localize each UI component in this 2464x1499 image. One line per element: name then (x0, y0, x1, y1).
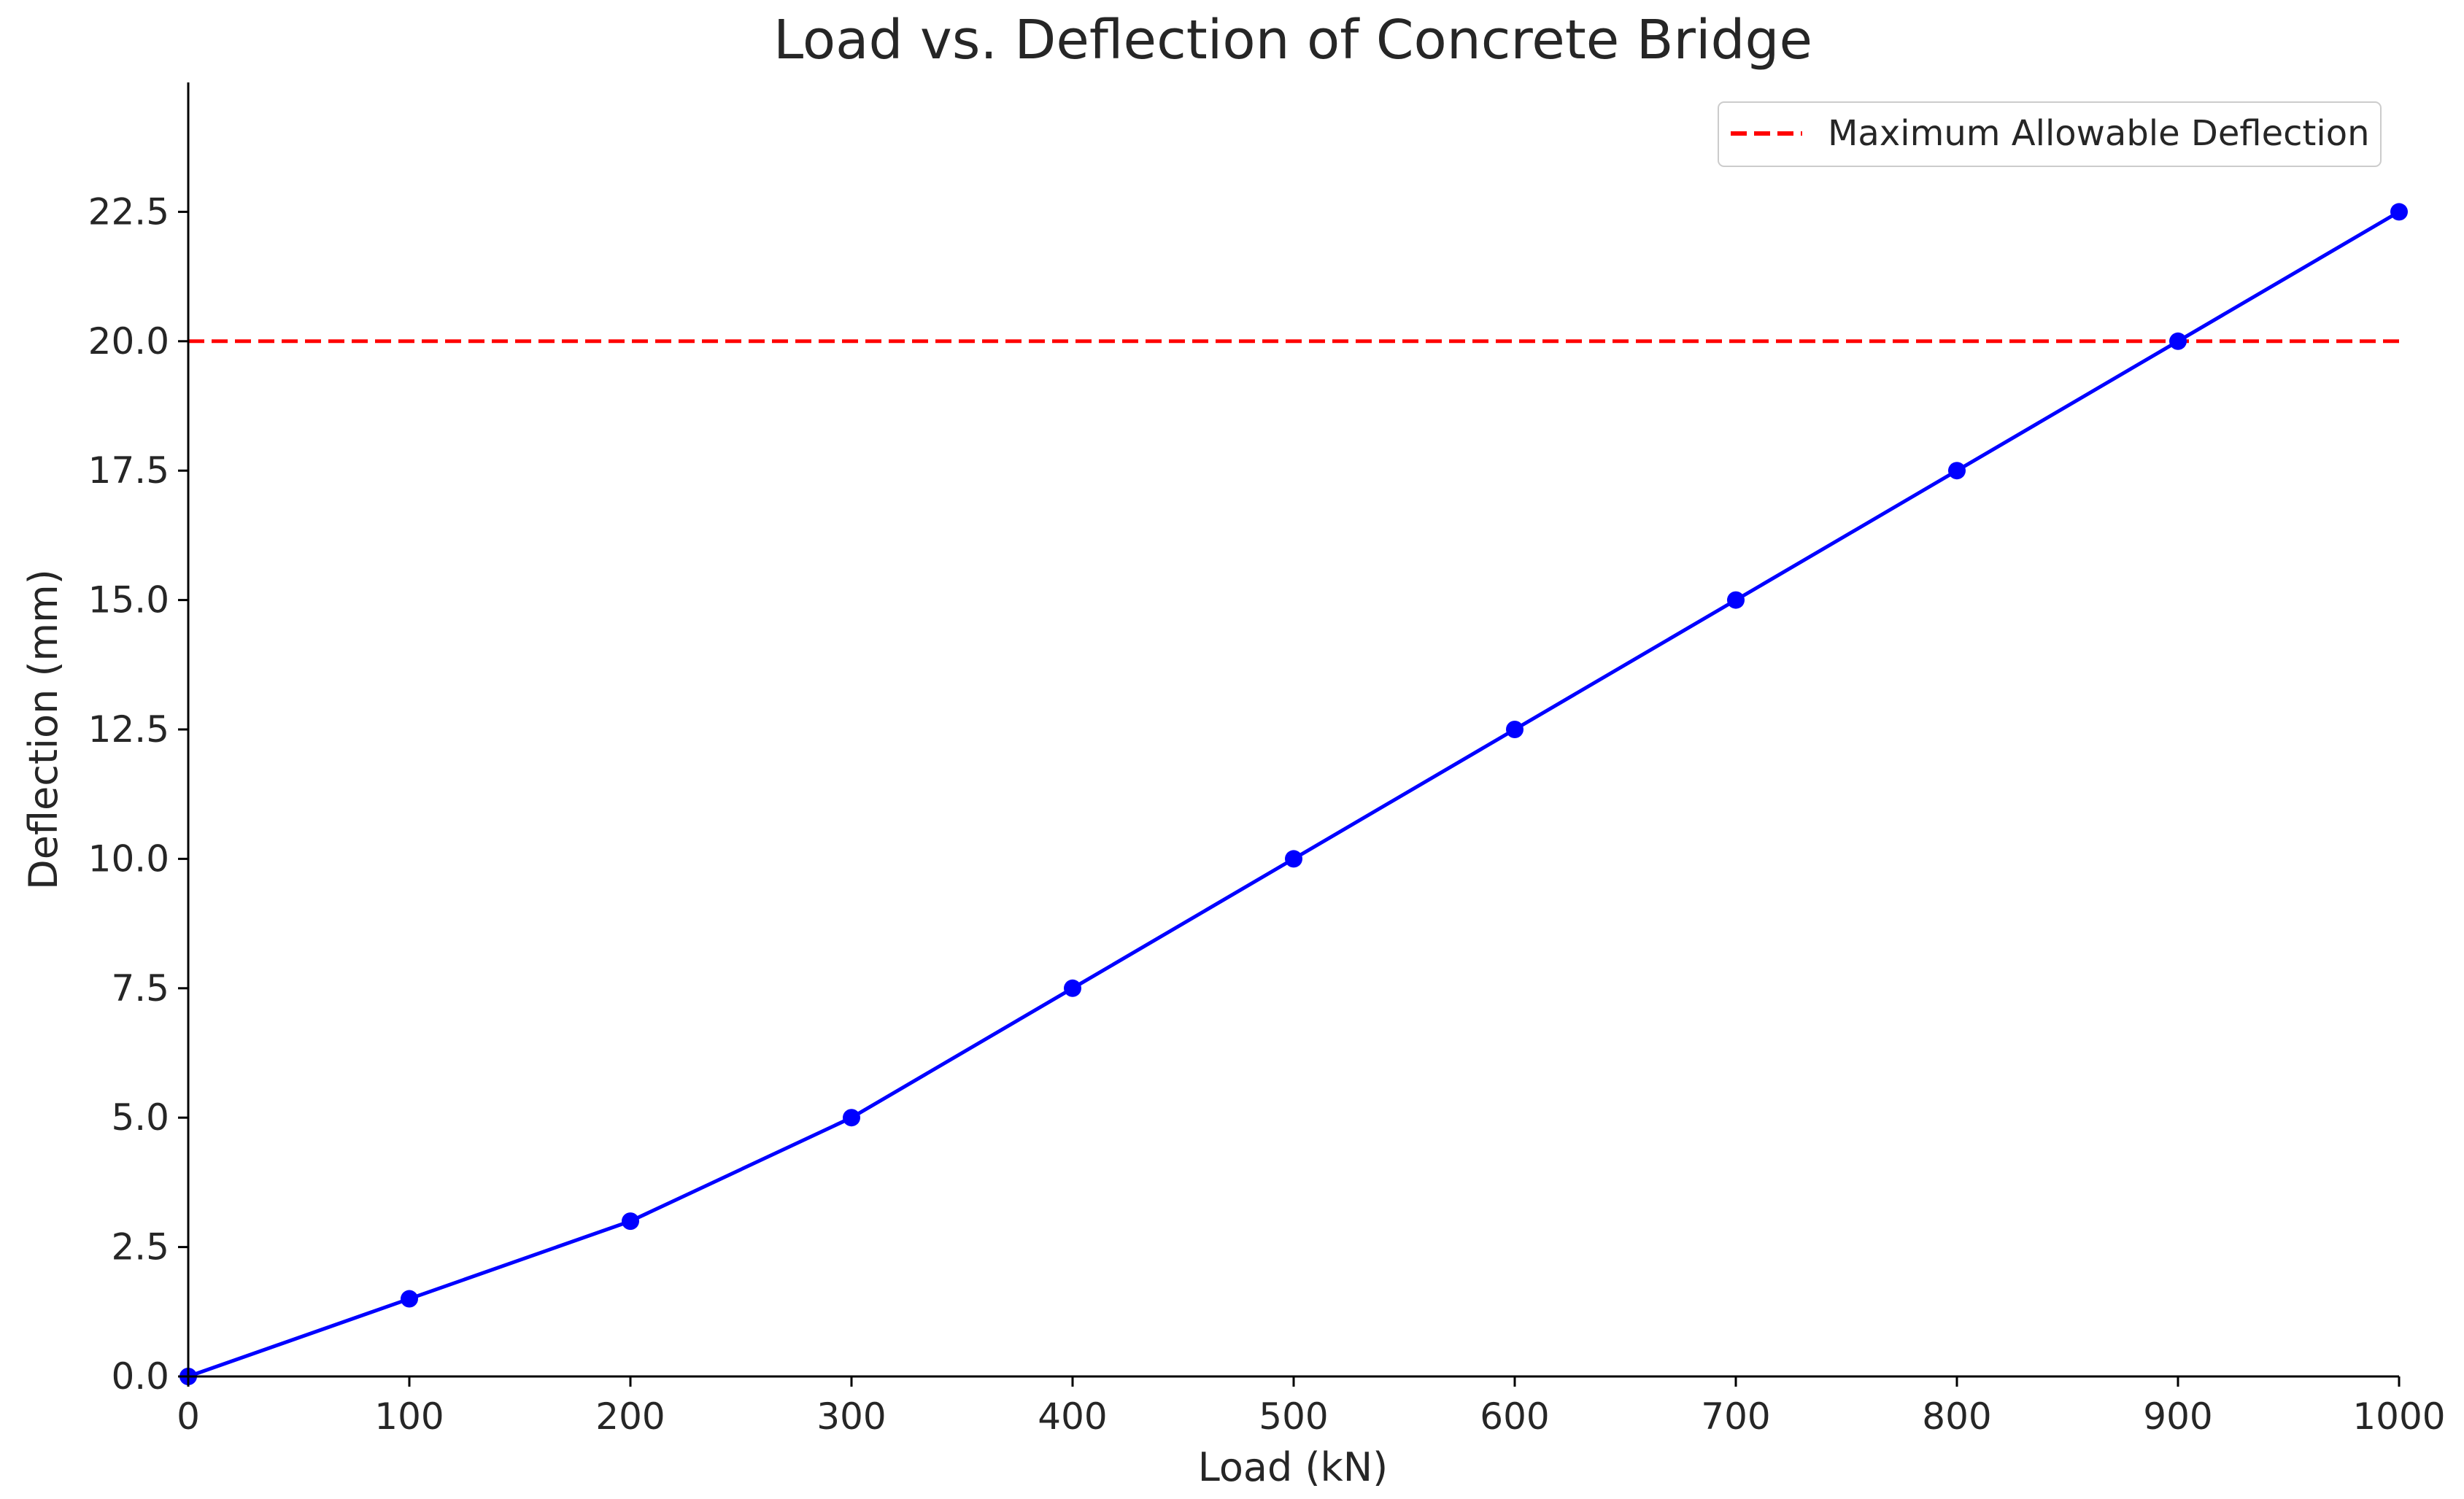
data-point (843, 1109, 860, 1127)
x-tick-label: 100 (374, 1395, 444, 1438)
x-tick-label: 800 (1922, 1395, 1991, 1438)
y-ticks: 0.0 2.5 5.0 7.5 10.0 12.5 15.0 17.5 20.0 22.5 (88, 190, 188, 1398)
data-point (2169, 332, 2187, 350)
y-tick-label: 10.0 (88, 837, 169, 880)
y-tick-label: 5.0 (111, 1096, 169, 1139)
y-tick-label: 20.0 (88, 320, 169, 363)
x-tick-label: 700 (1701, 1395, 1770, 1438)
x-tick-label: 400 (1038, 1395, 1107, 1438)
data-point (401, 1290, 418, 1308)
x-tick-label: 200 (595, 1395, 665, 1438)
y-tick-label: 17.5 (88, 449, 169, 492)
x-tick-label: 600 (1480, 1395, 1549, 1438)
x-axis-label: Load (kN) (1198, 1444, 1389, 1490)
y-tick-label: 7.5 (111, 967, 169, 1010)
y-tick-label: 15.0 (88, 579, 169, 621)
data-point (1285, 850, 1302, 868)
deflection-series-line (188, 210, 2401, 1379)
y-tick-label: 22.5 (88, 190, 169, 233)
data-point (1506, 721, 1523, 738)
y-tick-label: 2.5 (111, 1226, 169, 1268)
legend: Maximum Allowable Deflection (1718, 101, 2382, 167)
x-tick-label: 1000 (2352, 1395, 2445, 1438)
legend-label-maximum-allowable-deflection: Maximum Allowable Deflection (1828, 113, 2370, 154)
y-axis-label: Deflection (mm) (20, 569, 66, 890)
x-ticks: 0 100 200 300 400 500 600 700 800 900 1000 (177, 1376, 2446, 1438)
data-point (1727, 591, 1745, 609)
plot-area (179, 203, 2408, 1385)
chart-title: Load vs. Deflection of Concrete Bridge (773, 9, 1812, 71)
data-point (1948, 462, 1966, 480)
legend-box (1718, 101, 2382, 167)
x-tick-label: 0 (177, 1395, 200, 1438)
y-tick-label: 0.0 (111, 1355, 169, 1398)
data-point (2390, 203, 2408, 221)
data-point (622, 1212, 639, 1231)
data-point (1064, 979, 1081, 997)
y-tick-label: 12.5 (88, 708, 169, 751)
x-tick-label: 500 (1259, 1395, 1328, 1438)
x-tick-label: 300 (816, 1395, 886, 1438)
x-tick-label: 900 (2143, 1395, 2212, 1438)
